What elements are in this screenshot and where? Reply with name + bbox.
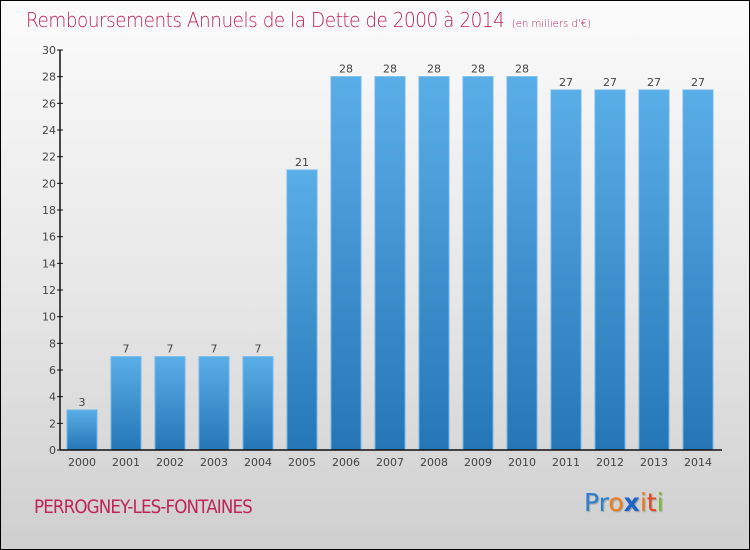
x-tick-label-2009: 2009: [464, 456, 492, 469]
bar-2006: [330, 76, 362, 451]
x-tick-label-2001: 2001: [112, 456, 140, 469]
x-tick-label-2008: 2008: [420, 456, 448, 469]
bar-2005: [286, 169, 318, 451]
bar-2012: [594, 89, 626, 451]
y-tick-label-30: 30: [42, 44, 56, 57]
bars-group: 3 7 7 7 7 21 28 28 28 28 28 27 27 27 27: [66, 63, 714, 451]
data-label-2010: 28: [515, 63, 529, 76]
y-tick-label-14: 14: [42, 257, 56, 270]
data-label-2014: 27: [691, 76, 705, 89]
x-tick-label-2011: 2011: [552, 456, 580, 469]
logo-part-3: i: [639, 488, 647, 517]
x-tick-label-2012: 2012: [596, 456, 624, 469]
chart-subtitle: (en milliers d'€): [511, 17, 592, 30]
data-label-2004: 7: [255, 343, 262, 356]
y-tick-label-2: 2: [49, 417, 56, 430]
logo-part-0: Pr: [584, 488, 609, 517]
data-label-2013: 27: [647, 76, 661, 89]
logo-part-4: t: [646, 488, 657, 517]
proxiti-logo[interactable]: Proxiti: [584, 488, 664, 517]
data-label-2011: 27: [559, 76, 573, 89]
bar-2011: [550, 89, 582, 451]
bar-2001: [110, 356, 142, 451]
y-tick-label-24: 24: [42, 124, 56, 137]
logo-part-5: i: [656, 488, 664, 517]
bar-2010: [506, 76, 538, 451]
data-label-2009: 28: [471, 63, 485, 76]
y-tick-label-0: 0: [49, 444, 56, 457]
x-tick-label-2010: 2010: [508, 456, 536, 469]
y-tick-label-20: 20: [42, 177, 56, 190]
y-tick-label-4: 4: [49, 391, 56, 404]
x-tick-label-2002: 2002: [156, 456, 184, 469]
y-tick-label-6: 6: [49, 364, 56, 377]
x-tick-label-2003: 2003: [200, 456, 228, 469]
bar-2013: [638, 89, 670, 451]
bar-2003: [198, 356, 230, 451]
data-label-2002: 7: [167, 343, 174, 356]
x-tick-label-2005: 2005: [288, 456, 316, 469]
data-label-2001: 7: [123, 343, 130, 356]
logo-part-1: o: [608, 488, 624, 517]
x-tick-label-2000: 2000: [68, 456, 96, 469]
y-tick-label-16: 16: [42, 231, 56, 244]
x-tick-label-2007: 2007: [376, 456, 404, 469]
bar-2000: [66, 409, 98, 451]
city-name: PERROGNEY-LES-FONTAINES: [34, 496, 253, 518]
y-tick-label-12: 12: [42, 284, 56, 297]
bar-2009: [462, 76, 494, 451]
bar-2007: [374, 76, 406, 451]
data-label-2012: 27: [603, 76, 617, 89]
bar-2002: [154, 356, 186, 451]
data-label-2008: 28: [427, 63, 441, 76]
y-tick-label-8: 8: [49, 337, 56, 350]
data-label-2000: 3: [79, 396, 86, 409]
bar-2004: [242, 356, 274, 451]
y-tick-label-28: 28: [42, 71, 56, 84]
chart-title-text: Remboursements Annuels de la Dette de 20…: [26, 8, 505, 32]
y-tick-label-10: 10: [42, 311, 56, 324]
logo-part-2: x: [623, 488, 640, 517]
data-label-2005: 21: [295, 156, 309, 169]
data-label-2003: 7: [211, 343, 218, 356]
bar-2014: [682, 89, 714, 451]
x-tick-label-2006: 2006: [332, 456, 360, 469]
x-tick-label-2014: 2014: [684, 456, 712, 469]
y-tick-label-18: 18: [42, 204, 56, 217]
data-label-2006: 28: [339, 63, 353, 76]
x-tick-label-2013: 2013: [640, 456, 668, 469]
y-tick-label-22: 22: [42, 151, 56, 164]
chart-title: Remboursements Annuels de la Dette de 20…: [26, 8, 591, 32]
x-tick-label-2004: 2004: [244, 456, 272, 469]
axes-group: 2000 2001 2002 2003 2004 2005 2006 2007 2008 2009…: [42, 44, 722, 469]
y-tick-label-26: 26: [42, 97, 56, 110]
bar-2008: [418, 76, 450, 451]
data-label-2007: 28: [383, 63, 397, 76]
